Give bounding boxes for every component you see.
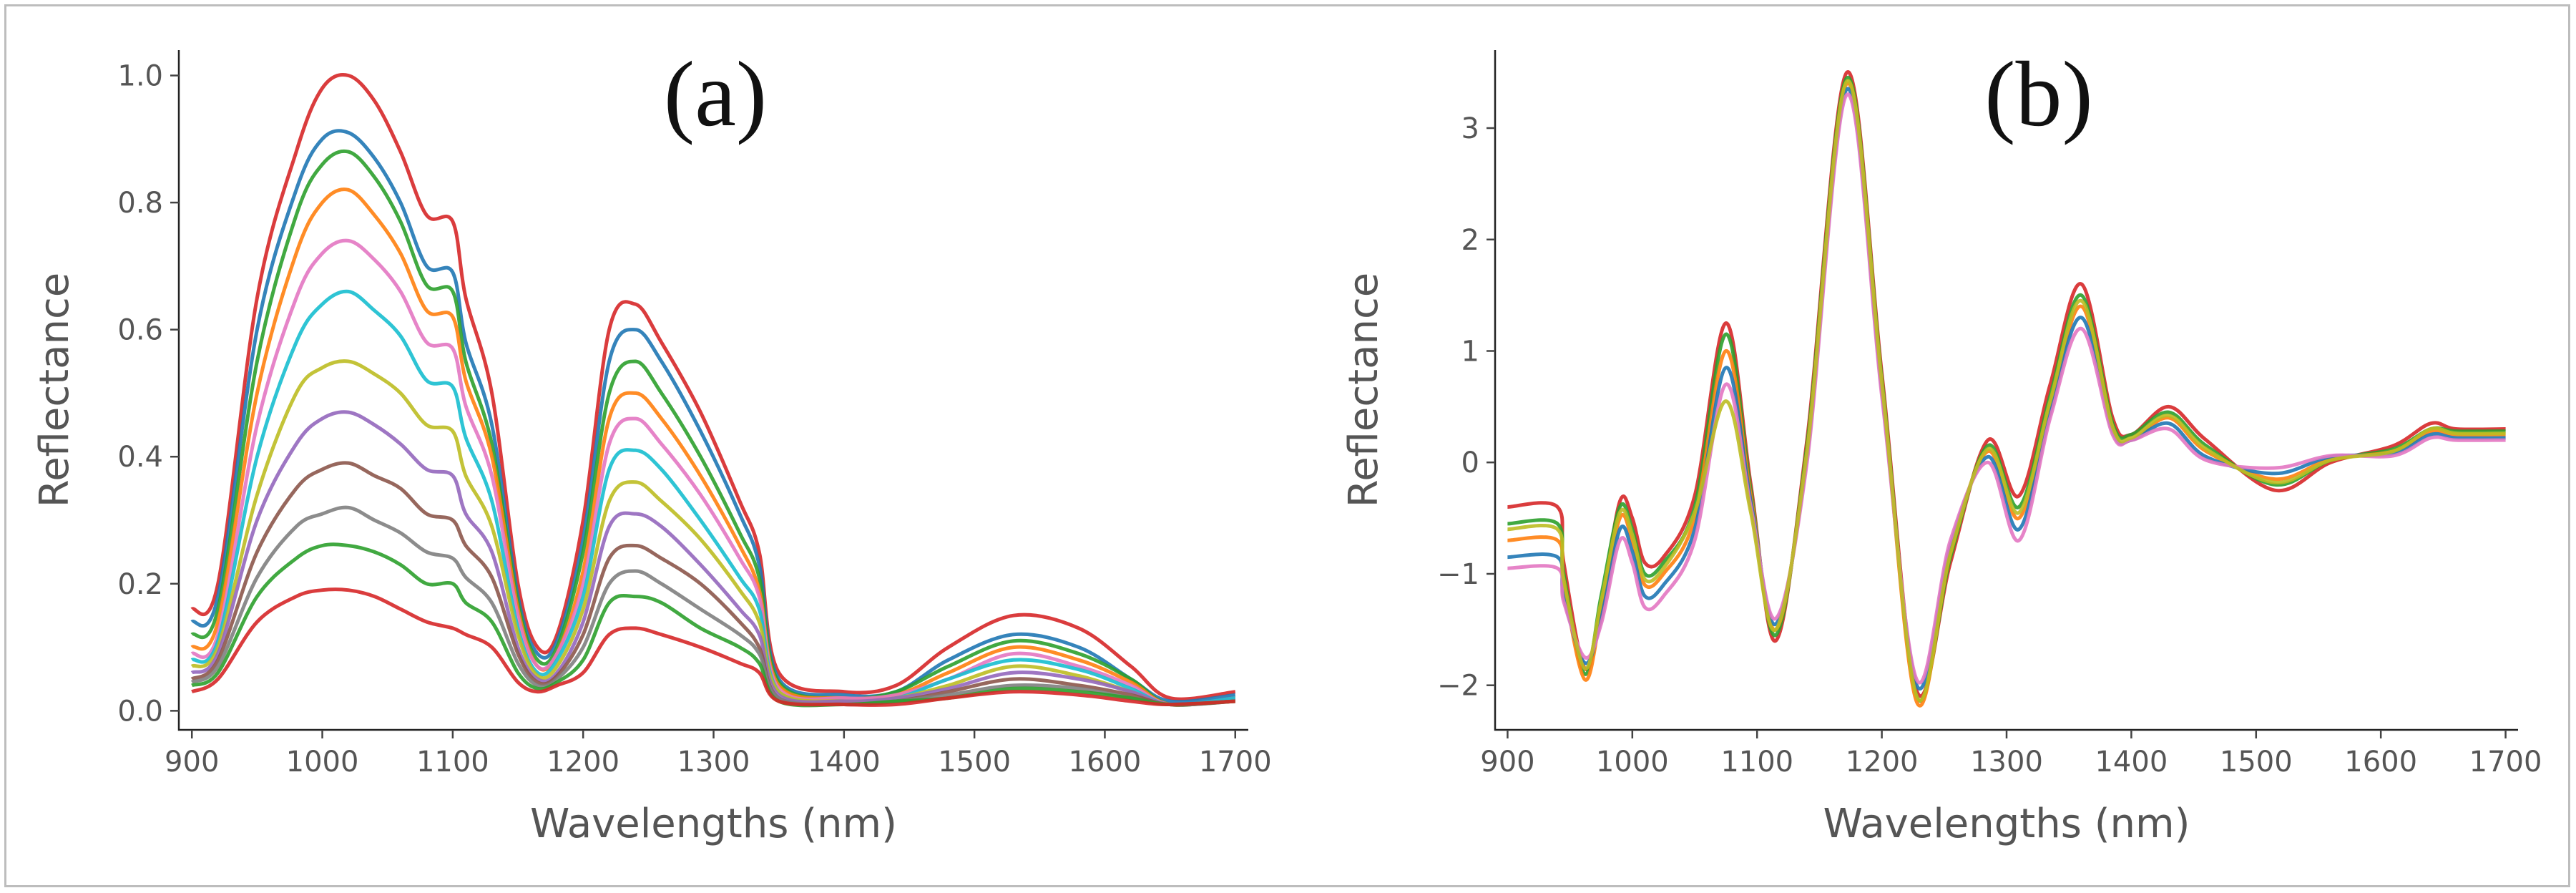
x-tick-label: 1500: [938, 746, 1011, 779]
panel-a-label: (a): [664, 43, 767, 146]
panel-a-series: [190, 73, 1236, 708]
x-tick-label: 1200: [547, 746, 619, 779]
x-tick-label: 1400: [808, 746, 881, 779]
x-tick-label: 900: [1480, 746, 1534, 779]
y-tick-label: −2: [1437, 670, 1479, 703]
x-tick-label: 1300: [1970, 746, 2043, 779]
y-tick-label: 2: [1461, 224, 1479, 257]
series-line-s2: [190, 129, 1236, 704]
series-line-s6: [1507, 79, 2506, 703]
y-tick-label: −1: [1437, 558, 1479, 591]
series-line-s11: [191, 542, 1235, 708]
panel-a-x-axis-title: Wavelengths (nm): [530, 801, 897, 847]
y-tick-label: 1: [1461, 335, 1479, 368]
panel-b-label: (b): [1984, 43, 2093, 146]
x-tick-label: 1000: [1596, 746, 1669, 779]
series-line-s7: [190, 359, 1235, 707]
x-tick-label: 1400: [2095, 746, 2168, 779]
panel-a: 900 1000 1100 1200 1300 1400 1500 1600 1700 0.00…: [31, 43, 1272, 847]
panel-b-x-axis-title: Wavelengths (nm): [1823, 801, 2190, 847]
y-tick-label: 3: [1461, 112, 1479, 145]
x-tick-label: 1500: [2220, 746, 2293, 779]
panel-a-axes: [177, 50, 1248, 731]
x-tick-label: 1100: [416, 746, 489, 779]
panel-b-y-ticks: −2 −1 0 1 2 3: [1437, 112, 1495, 703]
series-line-s4: [190, 187, 1236, 707]
y-tick-label: 0.8: [117, 187, 163, 220]
x-tick-label: 1700: [2469, 746, 2542, 779]
y-tick-label: 0: [1461, 446, 1479, 479]
x-tick-label: 1600: [2344, 746, 2417, 779]
x-tick-label: 1200: [1846, 746, 1919, 779]
x-tick-label: 900: [165, 746, 219, 779]
panel-b-series: [1507, 70, 2506, 708]
series-line-s3: [190, 149, 1236, 707]
x-tick-label: 1600: [1069, 746, 1142, 779]
series-line-s12: [191, 587, 1235, 707]
x-tick-label: 1700: [1199, 746, 1272, 779]
series-line-s3: [1507, 81, 2506, 708]
panel-b: 900 1000 1100 1200 1300 1400 1500 1600 1700 −2 −1…: [1341, 43, 2542, 847]
x-tick-label: 1000: [286, 746, 359, 779]
y-tick-label: 0.6: [117, 314, 163, 347]
panel-b-axes: [1494, 50, 2518, 731]
series-line-s1: [190, 73, 1236, 701]
y-tick-label: 0.0: [117, 695, 163, 728]
series-line-s6: [190, 289, 1236, 707]
series-line-s10: [190, 505, 1235, 707]
panel-a-y-ticks: 0.0 0.2 0.4 0.6 0.8 1.0: [117, 60, 179, 728]
y-tick-label: 0.2: [117, 568, 163, 601]
panel-a-y-axis-title: Reflectance: [31, 273, 78, 507]
series-line-s4: [1507, 87, 2506, 691]
x-tick-label: 1300: [677, 746, 750, 779]
series-line-s8: [190, 410, 1235, 707]
panel-b-y-axis-title: Reflectance: [1341, 273, 1387, 507]
series-line-s2: [1507, 76, 2506, 703]
figure-frame: [4, 4, 2570, 887]
y-tick-label: 0.4: [117, 441, 163, 474]
y-tick-label: 1.0: [117, 60, 163, 93]
panel-a-x-ticks: 900 1000 1100 1200 1300 1400 1500 1600 1700: [165, 730, 1272, 779]
x-tick-label: 1100: [1720, 746, 1793, 779]
series-line-s9: [190, 461, 1235, 707]
panel-b-x-ticks: 900 1000 1100 1200 1300 1400 1500 1600 1700: [1480, 730, 2542, 779]
